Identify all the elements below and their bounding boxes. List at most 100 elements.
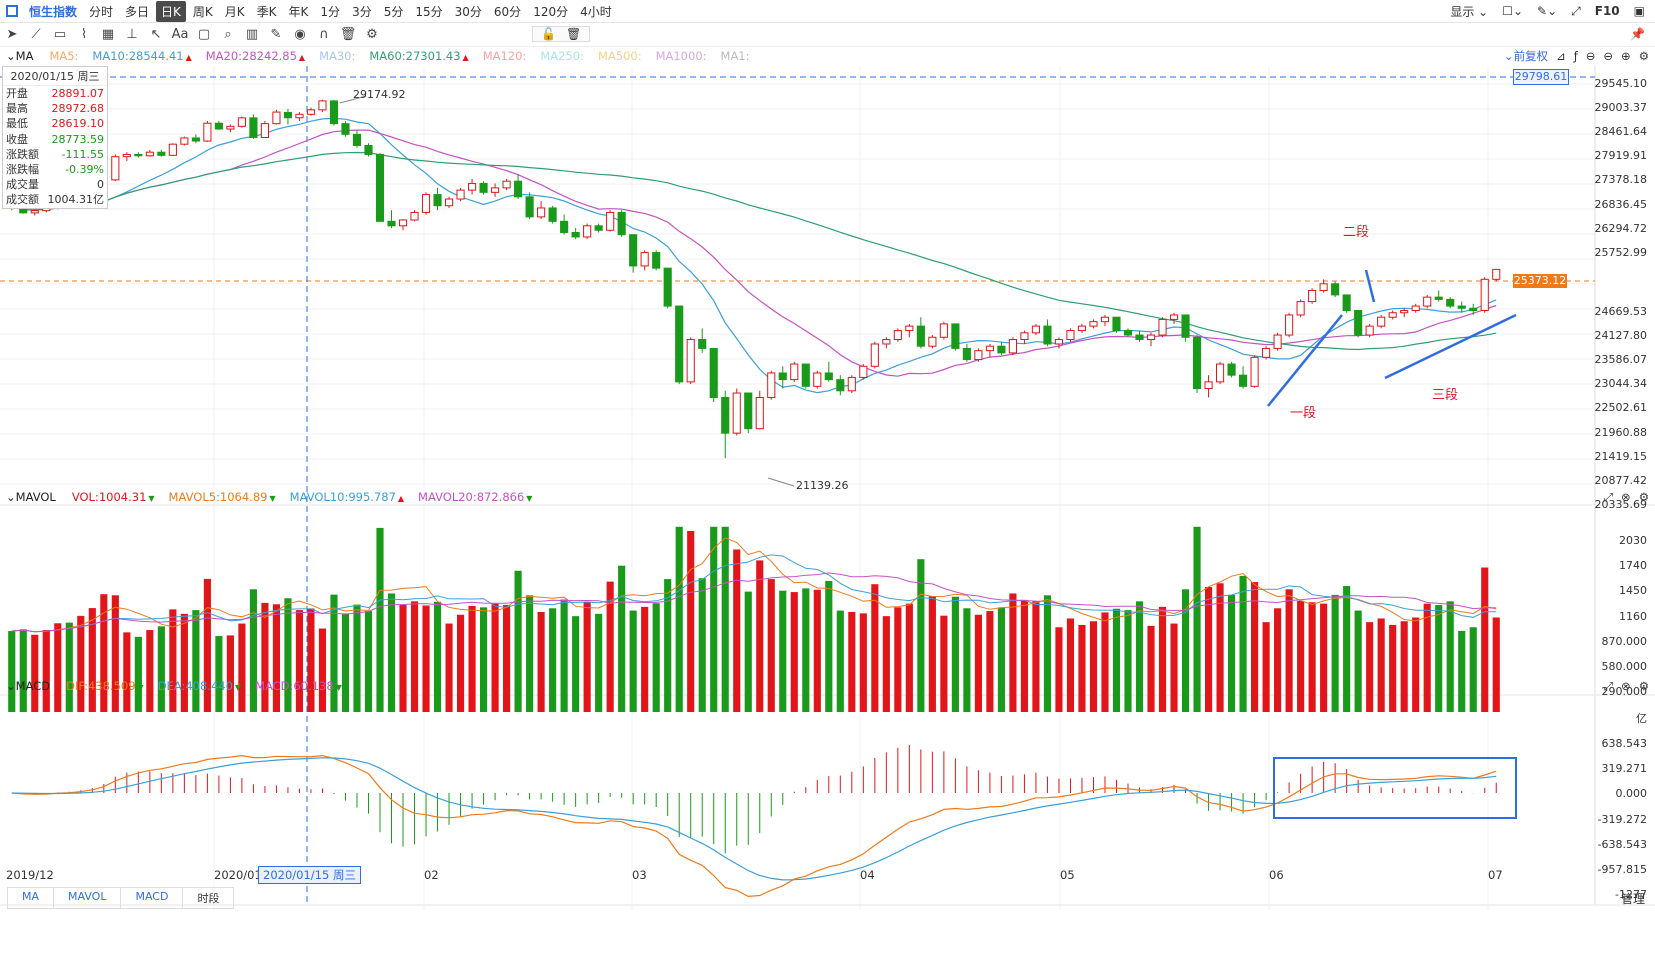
lock-icon[interactable]: 🔓	[541, 27, 556, 41]
tab-period[interactable]: 周K	[192, 4, 213, 19]
tab-period[interactable]: 4小时	[580, 4, 612, 19]
magnet-icon[interactable]: ∩	[319, 26, 329, 42]
sidebar-toggle-icon[interactable]: ▣	[1633, 4, 1645, 18]
settings-icon[interactable]: ⚙	[1638, 489, 1649, 504]
arrow-tool-icon[interactable]: ↖	[150, 26, 162, 42]
text-tool-icon[interactable]: Aa	[171, 26, 189, 42]
formula-icon[interactable]: ƒ	[1573, 49, 1578, 63]
mavol-indicator-toggle[interactable]: ⌄MAVOL	[6, 490, 56, 504]
tab-period[interactable]: 多日	[125, 4, 150, 19]
f10-button[interactable]: F10	[1594, 4, 1620, 18]
legend-item: MA250:	[540, 49, 584, 63]
volume-bar	[295, 610, 304, 712]
settings-icon[interactable]: ⚙	[1638, 678, 1649, 693]
candle-body	[479, 182, 488, 193]
candle-body	[974, 350, 983, 361]
macd-highlight-box[interactable]	[1273, 757, 1517, 819]
indicator-tab[interactable]: MA	[7, 887, 55, 909]
fullscreen-icon[interactable]: ⤢	[1571, 3, 1581, 18]
tab-period[interactable]: 1分	[320, 4, 341, 19]
trash-icon[interactable]: 🗑	[339, 26, 357, 42]
measure-tool-icon[interactable]: ⊥	[126, 26, 138, 42]
zoom-icon[interactable]: ⌕	[224, 26, 232, 42]
chart-snapshot-icon[interactable]: ▥	[245, 26, 259, 42]
expand-icon[interactable]: ⤢	[1603, 489, 1614, 504]
tab-period[interactable]: 30分	[454, 4, 482, 19]
tab-period[interactable]: 120分	[533, 4, 569, 19]
volume-bar	[1078, 624, 1086, 712]
info-key: 开盘	[6, 87, 28, 100]
tab-period[interactable]: 3分	[352, 4, 372, 19]
low-annotation: 21139.26	[796, 479, 849, 492]
comment-tool-icon[interactable]: ▢	[197, 26, 211, 42]
fib-tool-icon[interactable]: ▦	[101, 26, 115, 42]
trendline-segment-2[interactable]	[1364, 269, 1376, 303]
tab-period[interactable]: 季K	[256, 4, 277, 19]
tab-period[interactable]: 60分	[493, 4, 522, 19]
ma-legend: ⌄MA MA5: MA10:28544.41 ▲ MA20:28242.85 ▲ MA30…	[0, 47, 1655, 65]
candle-body	[1400, 310, 1409, 314]
volume-bar	[284, 598, 292, 712]
legend-item: MAVOL10:995.787	[289, 490, 396, 504]
candle-body	[606, 211, 615, 231]
candle-body	[134, 153, 143, 157]
tab-period[interactable]: 15分	[415, 4, 443, 19]
adjust-dropdown[interactable]: ⌄前复权	[1503, 49, 1549, 63]
candle-body	[1342, 294, 1351, 312]
pin-icon[interactable]: 📌	[1630, 27, 1645, 41]
chart-type-icon[interactable]: ⊿	[1556, 49, 1566, 63]
x-axis-label: 03	[632, 868, 647, 882]
volume-bar	[606, 581, 614, 712]
info-value: 28773.59	[51, 132, 105, 146]
trendline-segment-1[interactable]	[1267, 314, 1343, 407]
candle-body	[398, 219, 408, 227]
candle-body	[306, 109, 316, 115]
candle-body	[813, 372, 822, 387]
close-icon[interactable]: ⊗	[1621, 678, 1631, 693]
settings-icon[interactable]: ⚙	[1638, 49, 1649, 63]
eye-icon[interactable]: ◉	[294, 26, 306, 42]
brush-icon[interactable]: ✎	[270, 26, 282, 42]
tab-period[interactable]: 恒生指数	[29, 4, 78, 19]
minus-icon[interactable]: ⊖	[1603, 49, 1614, 63]
tab-period[interactable]: 年K	[288, 4, 309, 19]
tab-period[interactable]: 5分	[383, 4, 404, 19]
close-icon[interactable]: ⊗	[1621, 489, 1631, 504]
candle-body	[1273, 334, 1282, 349]
y-axis-label: -1277	[1615, 888, 1647, 902]
candle-body	[571, 231, 580, 238]
tab-period[interactable]: 日K	[156, 0, 186, 22]
checkbox-icon[interactable]: ☐⌄	[1502, 4, 1524, 18]
tab-period[interactable]: 月K	[224, 4, 245, 19]
volume-bar	[134, 636, 142, 712]
display-menu[interactable]: 显示 ⌄	[1450, 4, 1489, 19]
volume-bar	[1251, 582, 1259, 712]
candle-body	[698, 339, 707, 349]
expand-icon[interactable]: ⤢	[1603, 678, 1614, 693]
volume-bar	[744, 591, 752, 712]
ma-indicator-toggle[interactable]: ⌄MA	[6, 49, 34, 63]
delete-icon[interactable]: 🗑	[565, 27, 582, 41]
candle-body	[1227, 363, 1236, 376]
manage-link[interactable]: 管理	[1620, 891, 1645, 906]
indicator-tab[interactable]: 时段	[182, 887, 235, 909]
trendline-segment-3[interactable]	[1384, 313, 1517, 380]
macd-indicator-toggle[interactable]: ⌄MACD	[6, 679, 51, 693]
settings-icon[interactable]: ⚙	[366, 26, 378, 42]
rect-tool-icon[interactable]: ▭	[53, 26, 67, 42]
tab-period[interactable]: 分时	[89, 4, 114, 19]
cursor-icon[interactable]: ➤	[6, 26, 18, 42]
wave-tool-icon[interactable]: ⌇	[80, 26, 88, 42]
indicator-tab[interactable]: MAVOL	[53, 887, 122, 909]
indicator-tab[interactable]: MACD	[120, 887, 184, 909]
candle-body	[537, 207, 546, 218]
ma-line-ma10	[11, 117, 1497, 394]
pen-icon[interactable]: ✎⌄	[1537, 4, 1558, 18]
volume-bar	[1423, 603, 1431, 712]
top-price-tag: 29798.61	[1513, 69, 1569, 85]
minimize-icon[interactable]: ⊖	[1585, 49, 1596, 63]
window-icon[interactable]	[6, 5, 18, 17]
line-tool-icon[interactable]: ⟋	[31, 26, 41, 42]
plus-icon[interactable]: ⊕	[1621, 49, 1631, 63]
candle-body	[870, 343, 879, 367]
